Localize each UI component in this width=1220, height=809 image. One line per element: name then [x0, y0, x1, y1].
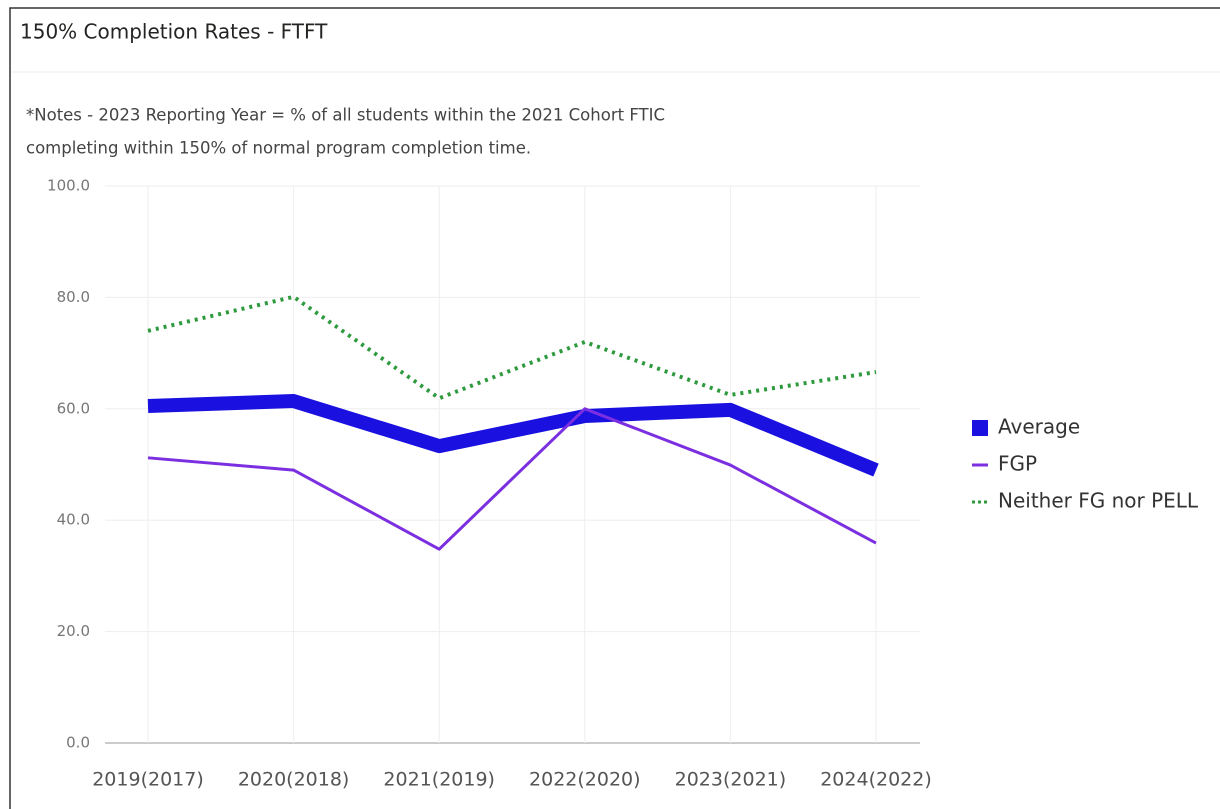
y-tick-label: 80.0 [57, 288, 90, 306]
series-line [147, 407, 877, 551]
x-tick-label: 2024(2022) [820, 769, 932, 791]
note-line: completing within 150% of normal program… [26, 139, 531, 158]
y-tick-label: 100.0 [47, 177, 90, 195]
legend-marker [972, 420, 988, 436]
y-tick-label: 60.0 [57, 399, 90, 417]
y-tick-label: 20.0 [57, 622, 90, 640]
chart-title: 150% Completion Rates - FTFT [20, 20, 328, 44]
x-tick-label: 2021(2019) [383, 769, 495, 791]
x-tick-label: 2022(2020) [529, 769, 641, 791]
legend-label: Neither FG nor PELL [998, 489, 1199, 513]
legend-label: FGP [998, 452, 1037, 476]
x-tick-label: 2019(2017) [92, 769, 204, 791]
note-line: *Notes - 2023 Reporting Year = % of all … [26, 106, 665, 125]
y-tick-label: 0.0 [66, 734, 90, 752]
x-tick-label: 2020(2018) [238, 769, 350, 791]
series-line [147, 394, 879, 477]
x-tick-label: 2023(2021) [675, 769, 787, 791]
legend-label: Average [998, 415, 1080, 439]
y-tick-label: 40.0 [57, 511, 90, 529]
